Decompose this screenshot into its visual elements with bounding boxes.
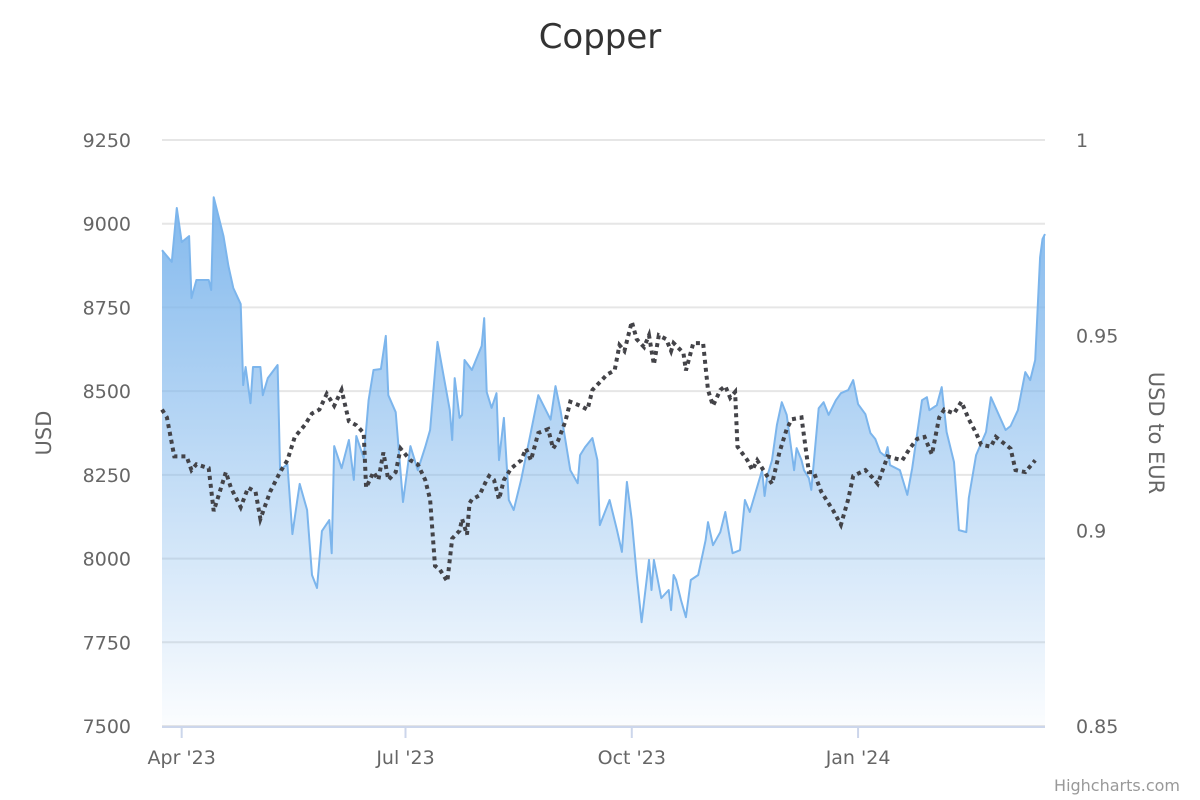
x-tick-label: Jan '24 [825, 747, 891, 769]
axes: 7500 7750 8000 8250 8500 8750 9000 9250 0.85 0.9 0… [83, 130, 1119, 769]
y-tick-label-right: 0.95 [1076, 325, 1118, 347]
credits-link[interactable]: Highcharts.com [1054, 776, 1180, 795]
y-tick-label-right: 0.9 [1076, 521, 1106, 543]
plot-area [160, 196, 1046, 727]
x-tick-label: Oct '23 [598, 747, 666, 769]
y-tick-label-left: 7500 [83, 716, 131, 738]
y-tick-label-left: 8000 [83, 549, 131, 571]
x-tick-label: Apr '23 [148, 747, 216, 769]
y-tick-label-right: 1 [1076, 130, 1088, 152]
chart-title: Copper [539, 17, 662, 57]
y-tick-label-right: 0.85 [1076, 716, 1118, 738]
y-tick-label-left: 8750 [83, 297, 131, 319]
y-tick-label-left: 9250 [83, 130, 131, 152]
y-tick-label-left: 8500 [83, 381, 131, 403]
usd-eur-line [160, 313, 1037, 588]
copper-area-fill [162, 197, 1045, 727]
y-tick-label-left: 9000 [83, 214, 131, 236]
copper-usd-line [161, 196, 1046, 624]
y-tick-label-left: 8250 [83, 465, 131, 487]
y-axis-title-left: USD [32, 411, 56, 456]
y-axis-title-right: USD to EUR [1144, 372, 1168, 495]
x-tick-label: Jul '23 [375, 747, 434, 769]
y-tick-label-left: 7750 [83, 632, 131, 654]
